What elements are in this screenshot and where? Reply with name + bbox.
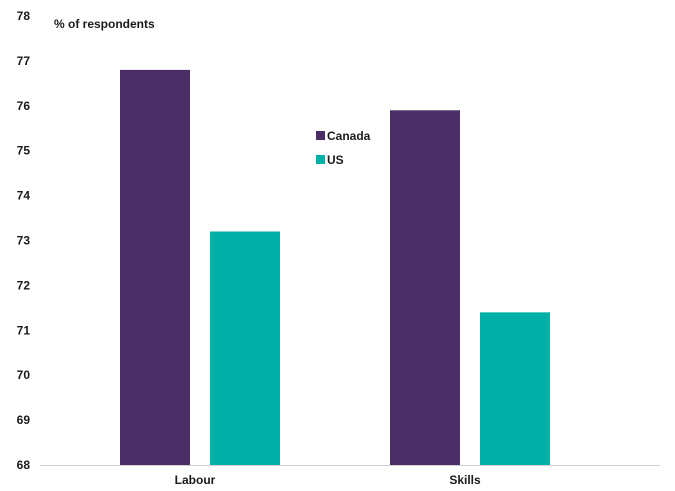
y-axis-ticks: 68 69 70 71 72 73 74 75 76 77 78	[17, 9, 31, 472]
legend-label-canada: Canada	[327, 129, 371, 143]
bar-us-labour	[210, 232, 280, 465]
y-tick-label: 73	[17, 234, 31, 248]
bar-us-skills	[480, 312, 550, 465]
y-tick-label: 77	[17, 54, 31, 68]
y-tick-label: 72	[17, 278, 31, 292]
y-tick-label: 69	[17, 413, 31, 427]
y-tick-label: 71	[17, 323, 31, 337]
y-tick-label: 70	[17, 368, 31, 382]
x-tick-label: Labour	[175, 473, 216, 487]
y-tick-label: 75	[17, 144, 31, 158]
y-axis-label: % of respondents	[54, 17, 155, 31]
y-tick-label: 68	[17, 458, 31, 472]
x-axis-ticks: Labour Skills	[175, 473, 481, 487]
legend-label-us: US	[327, 153, 344, 167]
bar-canada-labour	[120, 70, 190, 465]
legend: Canada US	[316, 129, 371, 167]
y-tick-label: 76	[17, 99, 31, 113]
y-tick-label: 78	[17, 9, 31, 23]
legend-swatch-canada	[316, 131, 325, 140]
bar-canada-skills	[390, 110, 460, 465]
legend-swatch-us	[316, 155, 325, 164]
x-tick-label: Skills	[449, 473, 481, 487]
y-tick-label: 74	[17, 189, 31, 203]
